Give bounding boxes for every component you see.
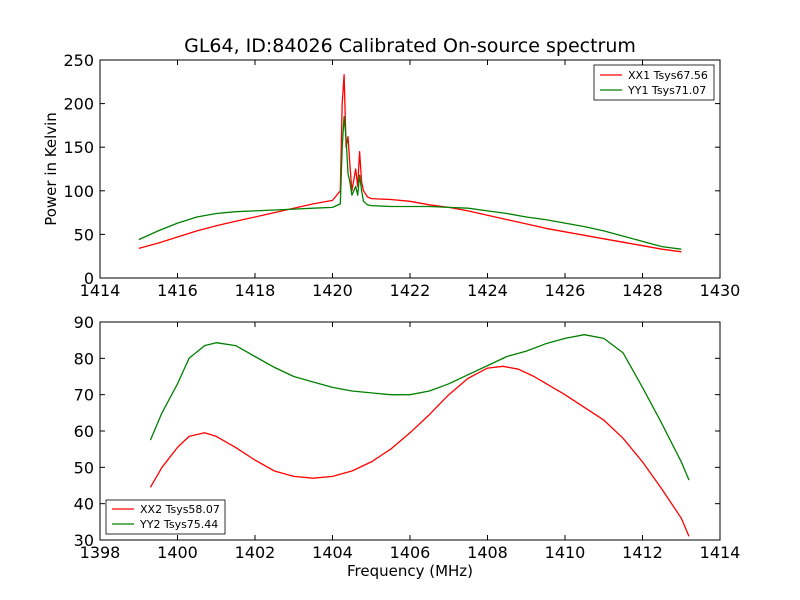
top-legend-label-xx1: XX1 Tsys67.56 [628,69,708,82]
bottom-x-tick-label: 1398 [80,543,121,562]
bottom-legend-box [105,499,226,535]
bottom-y-tick-label: 90 [74,313,94,332]
bottom-y-tick-label: 70 [74,386,94,405]
bottom-legend-label-yy2: YY2 Tsys75.44 [139,518,218,531]
bottom-y-tick-label: 50 [74,458,94,477]
bottom-x-tick-label: 1412 [622,543,663,562]
top-y-tick-label: 50 [74,225,94,244]
bottom-y-tick-label: 40 [74,495,94,514]
top-series [138,74,682,253]
top-y-tick-label: 250 [63,51,94,70]
bottom-x-tick-label: 1400 [157,543,198,562]
top-legend-label-yy1: YY1 Tsys71.07 [627,84,706,97]
top-series-line-0 [138,74,682,253]
bottom-y-tick-label: 60 [74,422,94,441]
bottom-legend-label-xx2: XX2 Tsys58.07 [140,503,220,516]
top-y-tick-label: 200 [63,95,94,114]
top-panel: GL64, ID:84026 Calibrated On-source spec… [42,35,740,300]
bottom-series-line-0 [149,365,690,537]
top-x-tick-label: 1414 [80,281,121,300]
top-ticks: 1414 1416 1418 1420 1422 1424 1426 1428 1430 0 50 1… [63,51,740,300]
bottom-panel: Frequency (MHz) 1398 1400 1402 1404 1406 1408… [74,313,741,580]
top-x-tick-label: 1430 [700,281,741,300]
bottom-y-tick-label: 30 [74,531,94,550]
top-x-tick-label: 1416 [157,281,198,300]
top-x-tick-label: 1428 [622,281,663,300]
bottom-legend: XX2 Tsys58.07 YY2 Tsys75.44 [105,499,226,535]
bottom-ticks: 1398 1400 1402 1404 1406 1408 1410 1412 1414 30 40… [74,313,741,562]
top-y-tick-label: 150 [63,138,94,157]
bottom-x-tick-label: 1410 [545,543,586,562]
top-y-tick-label: 0 [84,269,94,288]
chart-title: GL64, ID:84026 Calibrated On-source spec… [184,35,636,57]
bottom-x-tick-label: 1414 [700,543,741,562]
bottom-series-line-1 [149,334,690,481]
top-y-tick-label: 100 [63,182,94,201]
top-series-line-1 [138,116,682,250]
top-x-tick-label: 1424 [467,281,508,300]
top-x-tick-label: 1422 [390,281,431,300]
top-x-tick-label: 1420 [312,281,353,300]
bottom-y-tick-label: 80 [74,349,94,368]
bottom-x-axis-label: Frequency (MHz) [347,562,473,580]
bottom-x-tick-label: 1408 [467,543,508,562]
bottom-series [149,334,690,537]
bottom-x-tick-label: 1406 [390,543,431,562]
top-legend: XX1 Tsys67.56 YY1 Tsys71.07 [593,64,715,101]
top-x-tick-label: 1426 [545,281,586,300]
top-y-axis-label: Power in Kelvin [42,112,60,226]
bottom-x-tick-label: 1404 [312,543,353,562]
top-legend-box [593,64,715,101]
top-x-tick-label: 1418 [235,281,276,300]
bottom-x-tick-label: 1402 [235,543,276,562]
